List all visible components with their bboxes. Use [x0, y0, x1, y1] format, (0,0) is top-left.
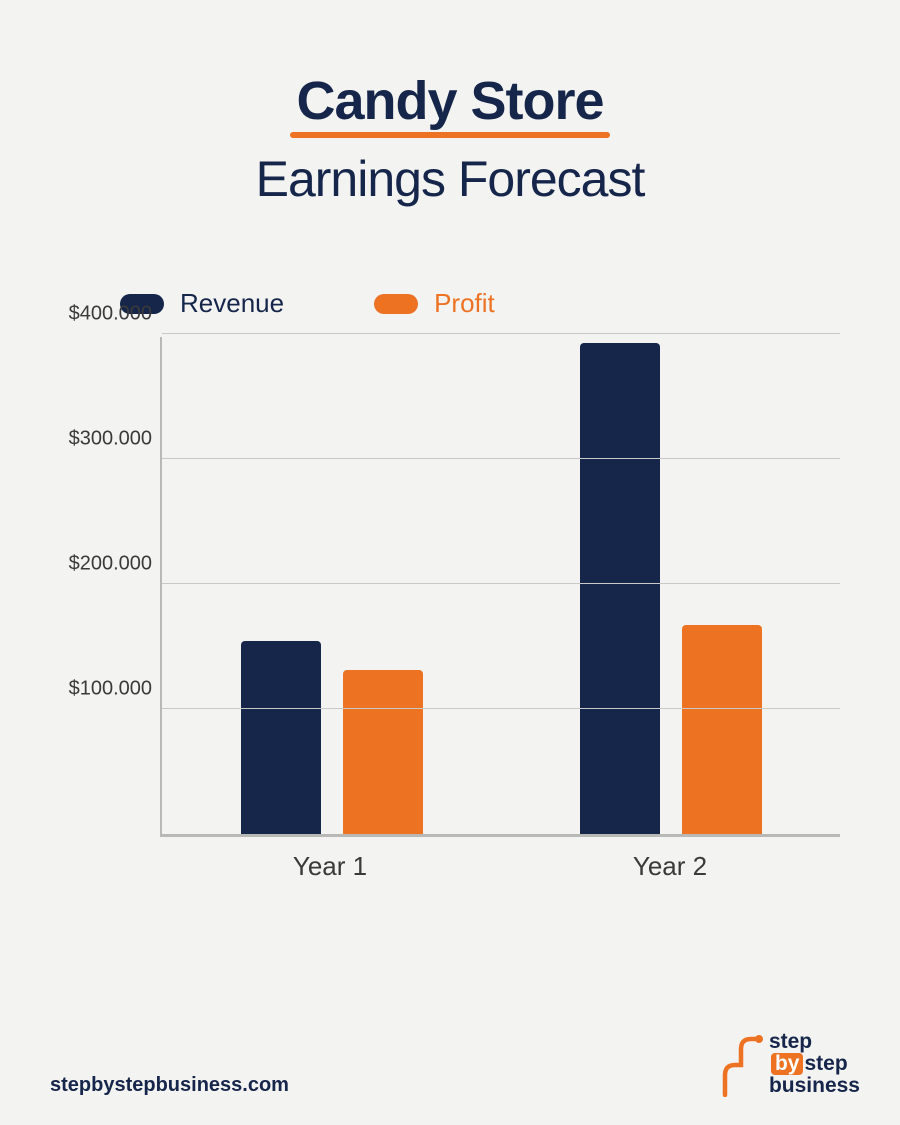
gridline — [162, 583, 840, 584]
x-axis: Year 1Year 2 — [160, 837, 840, 877]
bar-group — [501, 337, 840, 834]
legend-item-profit: Profit — [374, 288, 495, 319]
bar — [682, 625, 762, 834]
x-tick-label: Year 1 — [160, 837, 500, 877]
bar — [343, 670, 423, 834]
logo-line3: business — [769, 1075, 860, 1097]
y-axis: $100.000$200.000$300.000$400.000 — [60, 337, 160, 837]
y-tick-label: $200.000 — [69, 553, 152, 576]
bars-container — [162, 337, 840, 834]
footer-url: stepbystepbusiness.com — [50, 1074, 289, 1097]
gridline — [162, 708, 840, 709]
legend-label-revenue: Revenue — [180, 288, 284, 319]
brand-logo: step bystep business — [719, 1029, 860, 1097]
logo-line2-rest: step — [804, 1052, 847, 1075]
legend-label-profit: Profit — [434, 288, 495, 319]
logo-by: by — [771, 1053, 804, 1075]
footer: stepbystepbusiness.com step bystep busin… — [50, 1029, 860, 1097]
chart: $100.000$200.000$300.000$400.000 Year 1Y… — [60, 337, 840, 877]
logo-line2: bystep — [769, 1053, 860, 1075]
bar-group — [162, 337, 501, 834]
chart-legend: Revenue Profit — [120, 288, 900, 319]
gridline — [162, 458, 840, 459]
y-tick-label: $400.000 — [69, 303, 152, 326]
logo-line1: step — [769, 1031, 860, 1053]
plot-area — [160, 337, 840, 837]
steps-icon — [719, 1029, 763, 1097]
y-tick-label: $100.000 — [69, 678, 152, 701]
bar — [241, 641, 321, 834]
bar — [580, 343, 660, 834]
title-block: Candy Store Earnings Forecast — [0, 0, 900, 208]
y-tick-label: $300.000 — [69, 428, 152, 451]
title-line1: Candy Store — [296, 70, 603, 132]
legend-swatch-profit — [374, 294, 418, 314]
logo-text: step bystep business — [769, 1031, 860, 1097]
x-tick-label: Year 2 — [500, 837, 840, 877]
gridline — [162, 333, 840, 334]
title-line2: Earnings Forecast — [0, 150, 900, 208]
